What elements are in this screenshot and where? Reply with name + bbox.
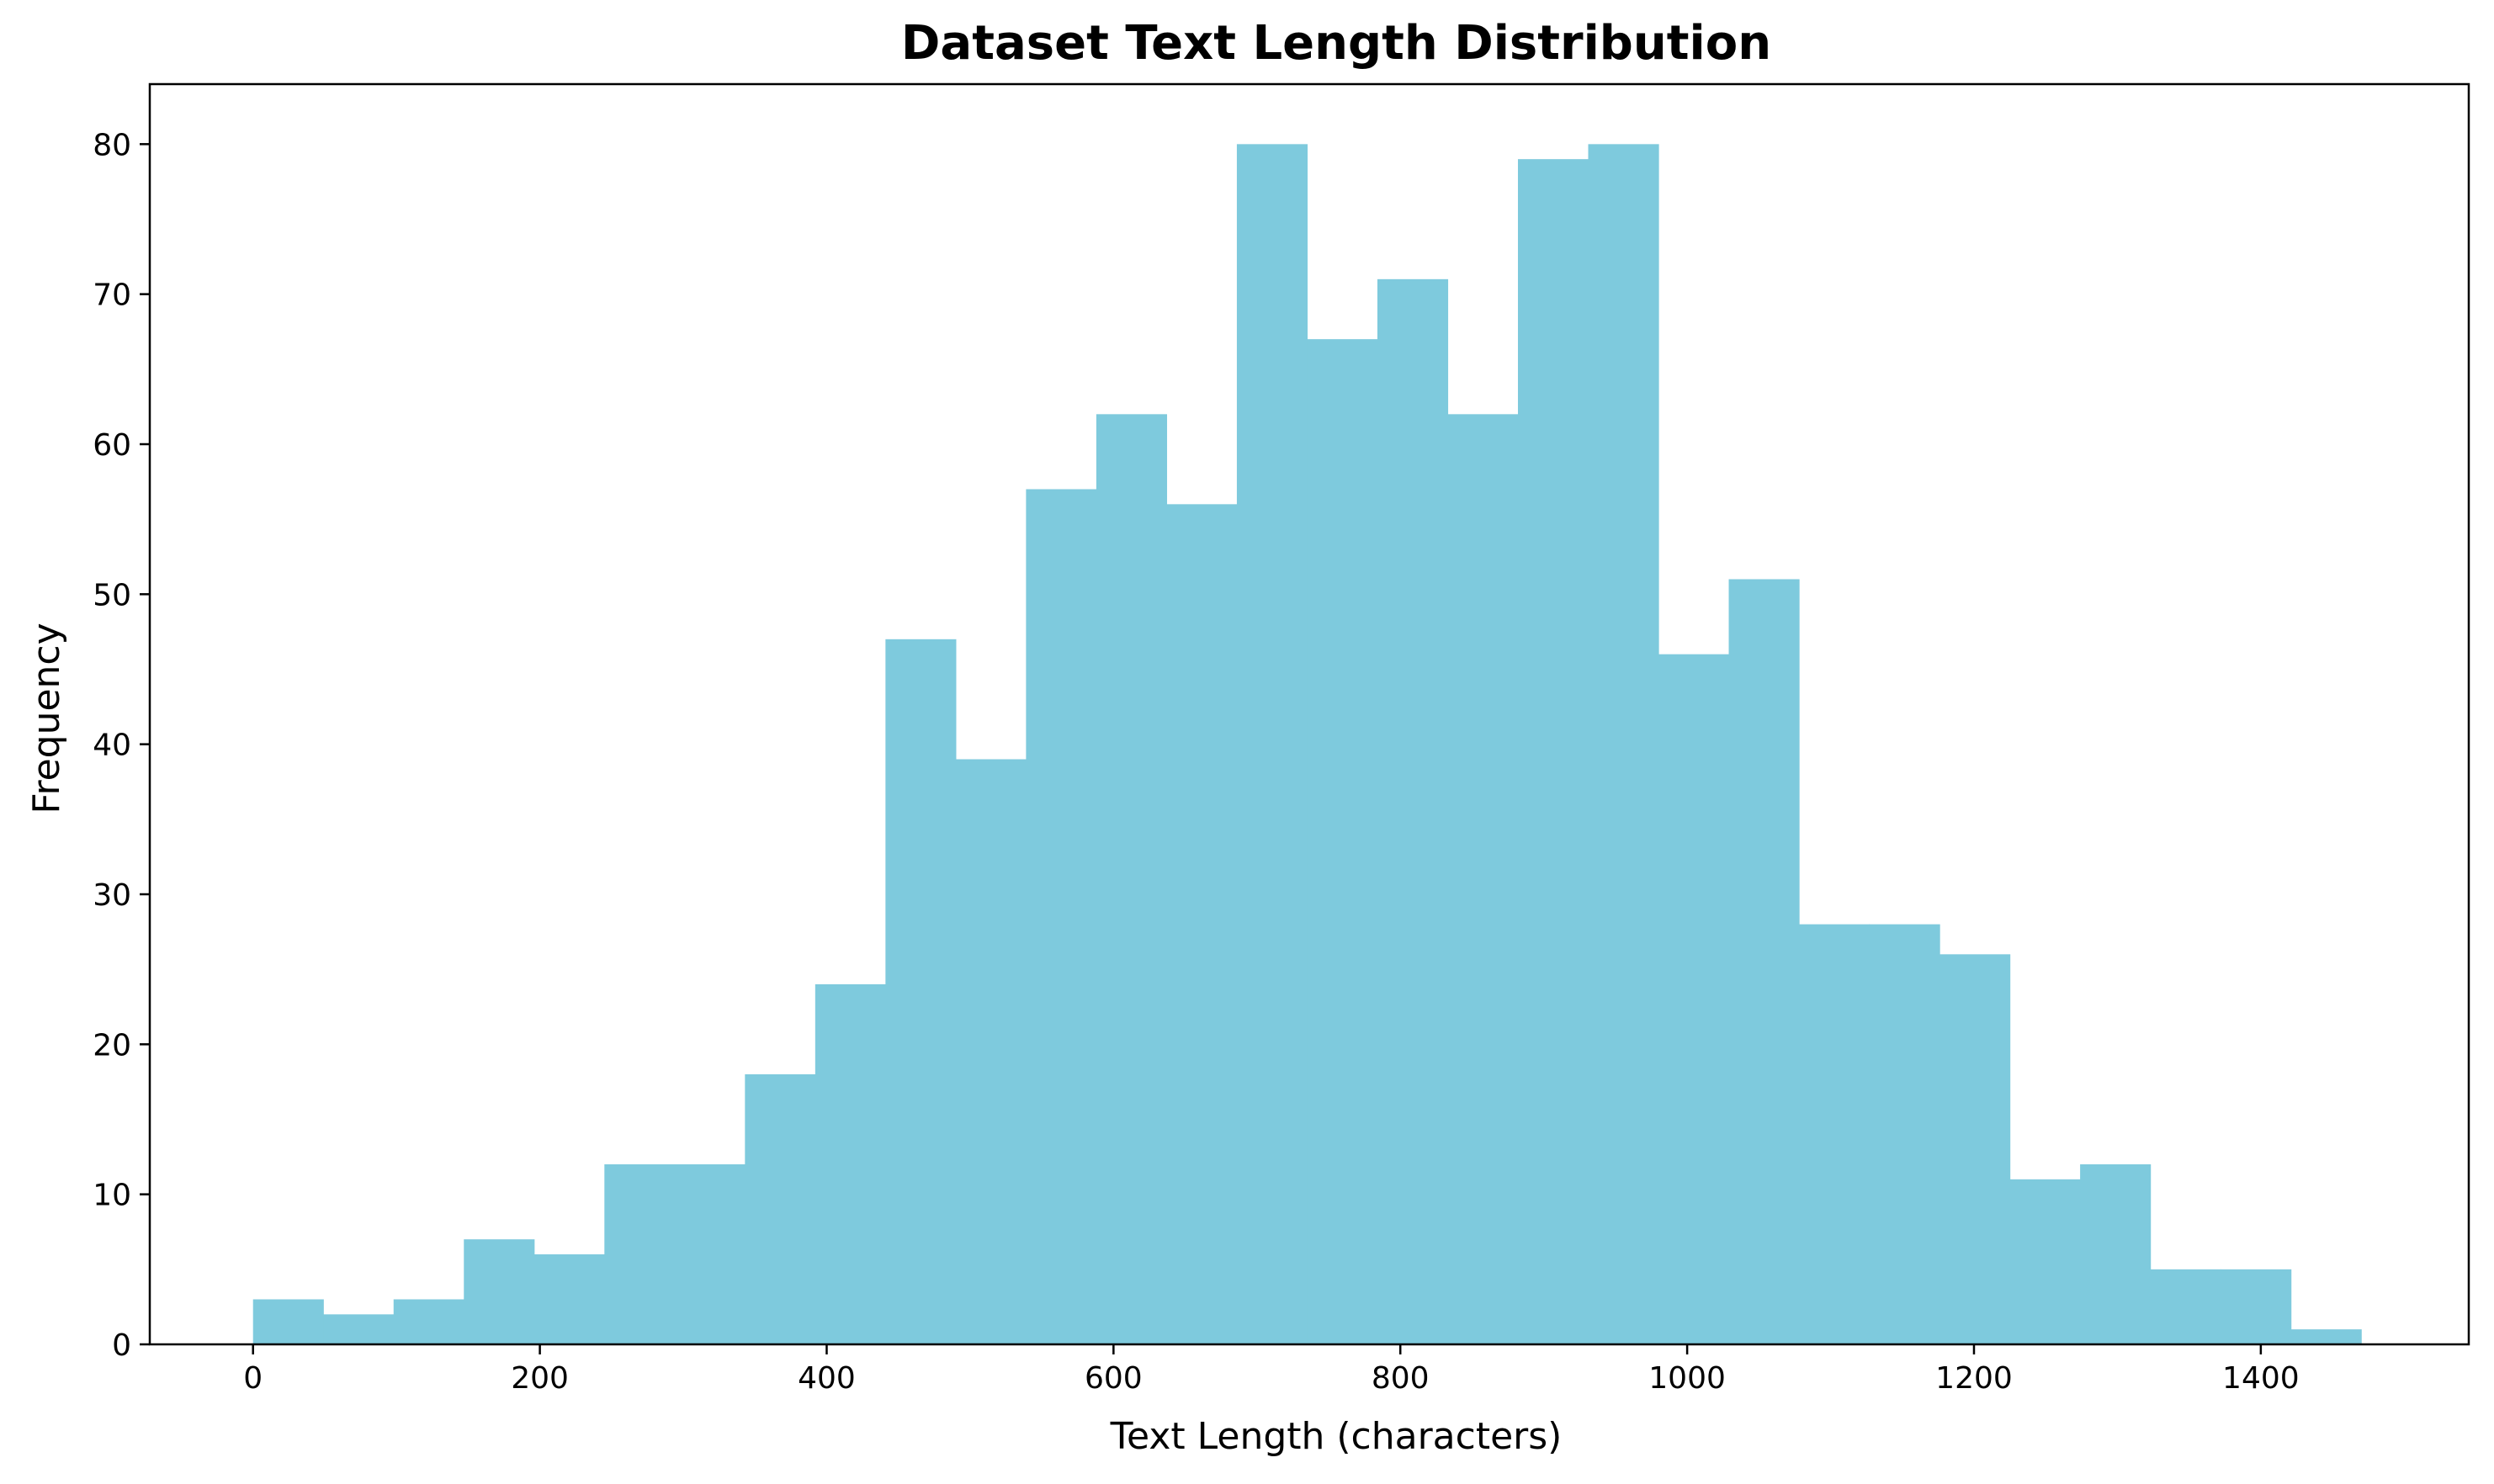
histogram-bar — [2290, 1329, 2362, 1344]
x-tick-label: 200 — [511, 1361, 569, 1396]
histogram-bar — [1517, 159, 1589, 1345]
histogram-bar — [1236, 144, 1308, 1344]
histogram-bar — [955, 759, 1027, 1344]
histogram-bar — [1939, 954, 2011, 1344]
histogram-bar — [393, 1299, 464, 1344]
histogram-bar — [745, 1074, 816, 1344]
y-tick-label: 50 — [93, 578, 131, 612]
histogram-bar — [464, 1239, 535, 1344]
x-tick-label: 800 — [1372, 1361, 1430, 1396]
histogram-bar — [323, 1314, 395, 1344]
y-tick-label: 60 — [93, 428, 131, 463]
histogram-bar — [1588, 144, 1659, 1344]
histogram-bar — [1096, 414, 1168, 1344]
y-tick-label: 0 — [112, 1328, 131, 1363]
histogram-bar — [674, 1164, 746, 1344]
histogram-bar — [533, 1254, 605, 1344]
x-tick-label: 600 — [1085, 1361, 1143, 1396]
histogram-bar — [2150, 1269, 2221, 1344]
x-tick-label: 0 — [243, 1361, 263, 1396]
histogram-bar — [1377, 278, 1449, 1344]
y-tick-label: 10 — [93, 1179, 131, 1213]
x-tick-label: 1000 — [1648, 1361, 1726, 1396]
histogram-bar — [1728, 579, 1800, 1344]
y-axis-ticks: 0 10 20 30 40 50 60 70 80 — [93, 128, 150, 1363]
histogram-bar — [885, 639, 957, 1344]
plot-frame — [148, 82, 2470, 1346]
histogram-bar — [252, 1299, 324, 1344]
y-tick-label: 80 — [93, 128, 131, 162]
histogram-bar — [1869, 924, 1940, 1344]
x-axis-ticks: 0 200 400 600 800 1000 1200 1400 — [243, 1344, 2300, 1396]
histogram-bar — [1307, 339, 1378, 1345]
histogram-bar — [1799, 924, 1870, 1344]
y-tick-label: 40 — [93, 729, 131, 763]
y-tick-label: 20 — [93, 1028, 131, 1063]
chart-title: Dataset Text Length Distribution — [901, 16, 1771, 71]
histogram-bar — [815, 984, 886, 1344]
histogram-bar — [1166, 504, 1238, 1344]
y-tick-label: 70 — [93, 278, 131, 313]
y-axis-label: Frequency — [25, 623, 68, 814]
x-tick-label: 1400 — [2222, 1361, 2300, 1396]
histogram-bar — [2009, 1179, 2081, 1344]
x-axis-label: Text Length (characters) — [1110, 1415, 1563, 1458]
x-tick-label: 1200 — [1935, 1361, 2013, 1396]
histogram-bar — [2221, 1269, 2292, 1344]
histogram-bar — [1658, 654, 1730, 1344]
bars-group — [252, 144, 2362, 1345]
histogram-bar — [1026, 489, 1097, 1344]
y-tick-label: 30 — [93, 878, 131, 913]
histogram-bar — [1447, 414, 1519, 1344]
histogram-bar — [2080, 1164, 2152, 1344]
x-tick-label: 400 — [798, 1361, 856, 1396]
histogram-bar — [604, 1164, 676, 1344]
